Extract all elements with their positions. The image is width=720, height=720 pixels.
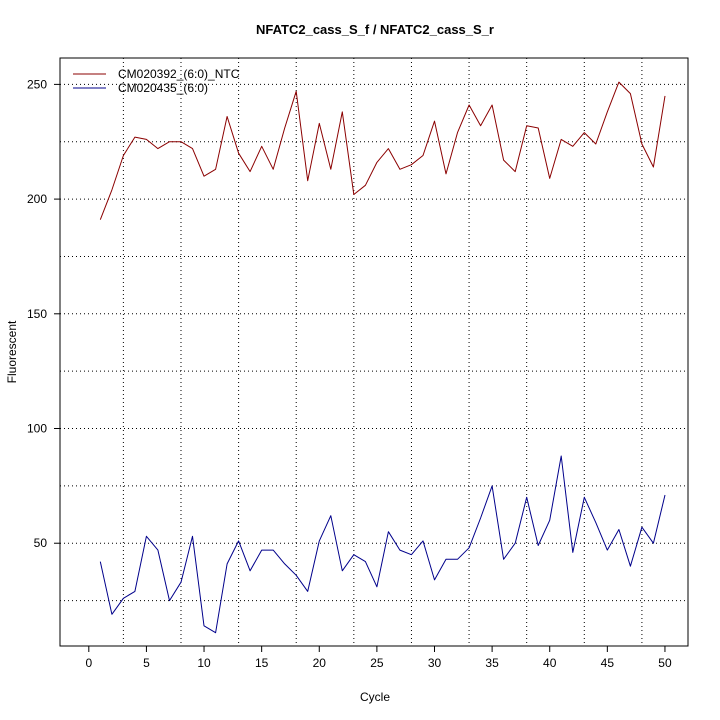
x-tick-label-10: 10	[197, 656, 211, 670]
x-tick-label-30: 30	[428, 656, 442, 670]
legend: CM020392_(6:0)_NTC CM020435_(6:0)	[73, 67, 240, 95]
plot-frame	[59, 57, 689, 647]
y-tick-label-250: 250	[27, 77, 47, 91]
x-axis: 0 5 10 15 20 25 30 35 40 45 50	[85, 646, 672, 670]
grid	[60, 58, 688, 646]
x-tick-label-45: 45	[601, 656, 615, 670]
x-tick-label-20: 20	[313, 656, 327, 670]
y-tick-label-200: 200	[27, 192, 47, 206]
y-tick-label-50: 50	[34, 536, 48, 550]
series-line-2	[99, 455, 666, 634]
y-axis-label: Fluorescent	[5, 320, 19, 383]
x-tick-label-15: 15	[255, 656, 269, 670]
legend-label-series-1: CM020392_(6:0)_NTC	[118, 67, 240, 81]
legend-label-series-2: CM020435_(6:0)	[118, 81, 208, 95]
series-lines	[99, 81, 666, 634]
series-line-1	[99, 81, 666, 220]
x-axis-label: Cycle	[360, 690, 390, 704]
x-tick-label-40: 40	[543, 656, 557, 670]
x-tick-label-5: 5	[143, 656, 150, 670]
x-tick-label-50: 50	[658, 656, 672, 670]
y-tick-label-100: 100	[27, 422, 47, 436]
x-tick-label-25: 25	[370, 656, 384, 670]
chart-title: NFATC2_cass_S_f / NFATC2_cass_S_r	[256, 22, 494, 37]
y-axis: 50 100 150 200 250	[27, 77, 60, 550]
x-tick-label-0: 0	[85, 656, 92, 670]
x-tick-label-35: 35	[485, 656, 499, 670]
y-tick-label-150: 150	[27, 307, 47, 321]
